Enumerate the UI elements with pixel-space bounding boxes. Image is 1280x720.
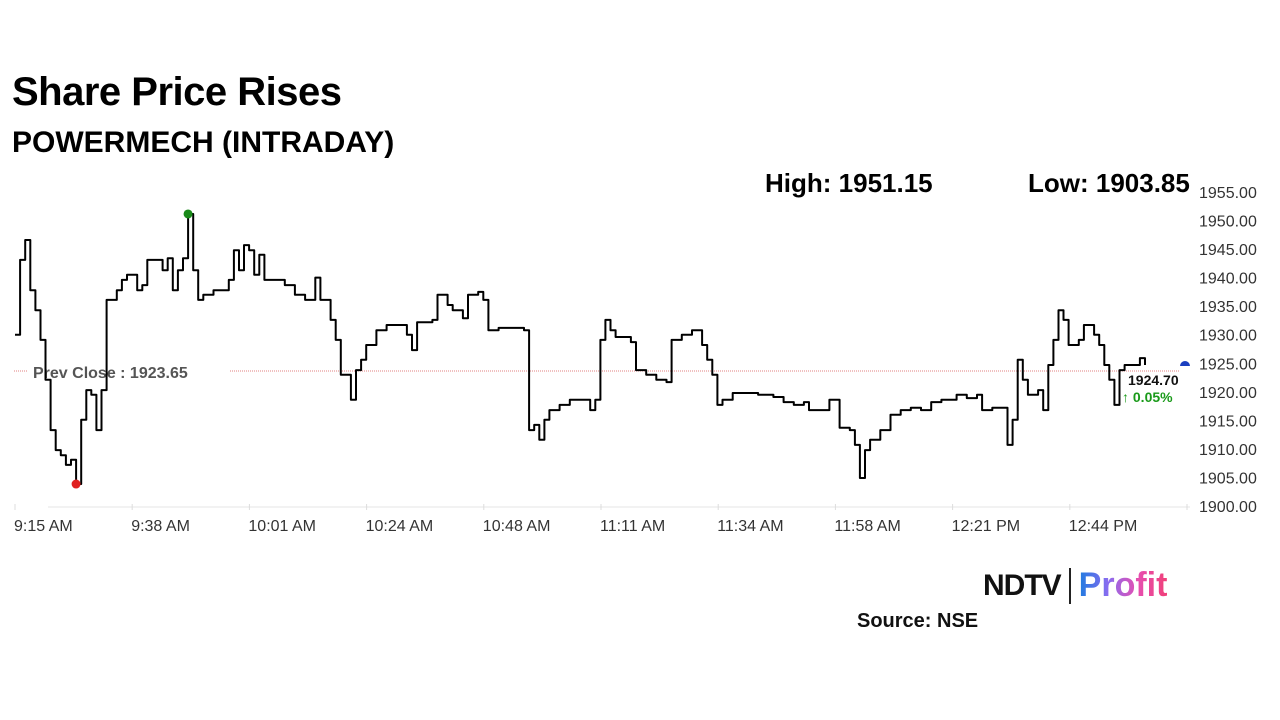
profit-logo-text: Profit (1078, 566, 1168, 604)
high-marker (183, 209, 193, 219)
x-tick-label: 10:01 AM (248, 518, 316, 535)
y-tick-label: 1900.00 (1199, 499, 1257, 516)
prev-close-label-bg (28, 360, 230, 384)
price-line (15, 213, 1146, 485)
x-tick-label: 9:38 AM (131, 518, 190, 535)
source-label: Source: NSE (857, 610, 979, 632)
x-tick-label: 12:44 PM (1069, 518, 1137, 535)
y-tick-label: 1940.00 (1199, 271, 1257, 288)
x-axis: 9:15 AM 9:38 AM 10:01 AM 10:24 AM 10:48 AM 11… (14, 504, 1190, 535)
low-label: Low: 1903.85 (1028, 168, 1190, 198)
logo-divider (1068, 567, 1071, 604)
y-tick-label: 1910.00 (1199, 442, 1257, 459)
chart-title: Share Price Rises (12, 70, 342, 114)
change-percent-label: ↑ 0.05% (1122, 389, 1173, 405)
x-tick-label: 12:21 PM (952, 518, 1020, 535)
y-tick-label: 1945.00 (1199, 242, 1257, 259)
x-tick-label: 11:58 AM (834, 518, 900, 535)
x-tick-label: 10:24 AM (366, 518, 434, 535)
y-tick-label: 1935.00 (1199, 299, 1257, 316)
chart-subtitle: POWERMECH (INTRADAY) (12, 126, 395, 159)
current-price-label: 1924.70 (1128, 372, 1179, 388)
x-tick-label: 11:34 AM (717, 518, 783, 535)
y-tick-label: 1905.00 (1199, 470, 1257, 487)
ndtv-logo-text: NDTV (983, 568, 1062, 602)
y-axis: 1900.00 1905.00 1910.00 1915.00 1920.00 1925.… (1199, 185, 1257, 516)
y-tick-label: 1915.00 (1199, 413, 1257, 430)
x-tick-label: 10:48 AM (483, 518, 551, 535)
y-tick-label: 1950.00 (1199, 214, 1257, 231)
ndtv-profit-logo: NDTV Profit (983, 566, 1167, 605)
y-tick-label: 1920.00 (1199, 385, 1257, 402)
x-tick-label: 9:15 AM (14, 518, 73, 535)
low-marker (71, 479, 81, 489)
high-label: High: 1951.15 (765, 168, 933, 198)
x-tick-label: 11:11 AM (600, 518, 665, 535)
y-tick-label: 1955.00 (1199, 185, 1257, 202)
y-tick-label: 1925.00 (1199, 356, 1257, 373)
prev-close-label: Prev Close : 1923.65 (33, 365, 188, 382)
current-price-marker (1180, 360, 1190, 366)
y-tick-label: 1930.00 (1199, 328, 1257, 345)
